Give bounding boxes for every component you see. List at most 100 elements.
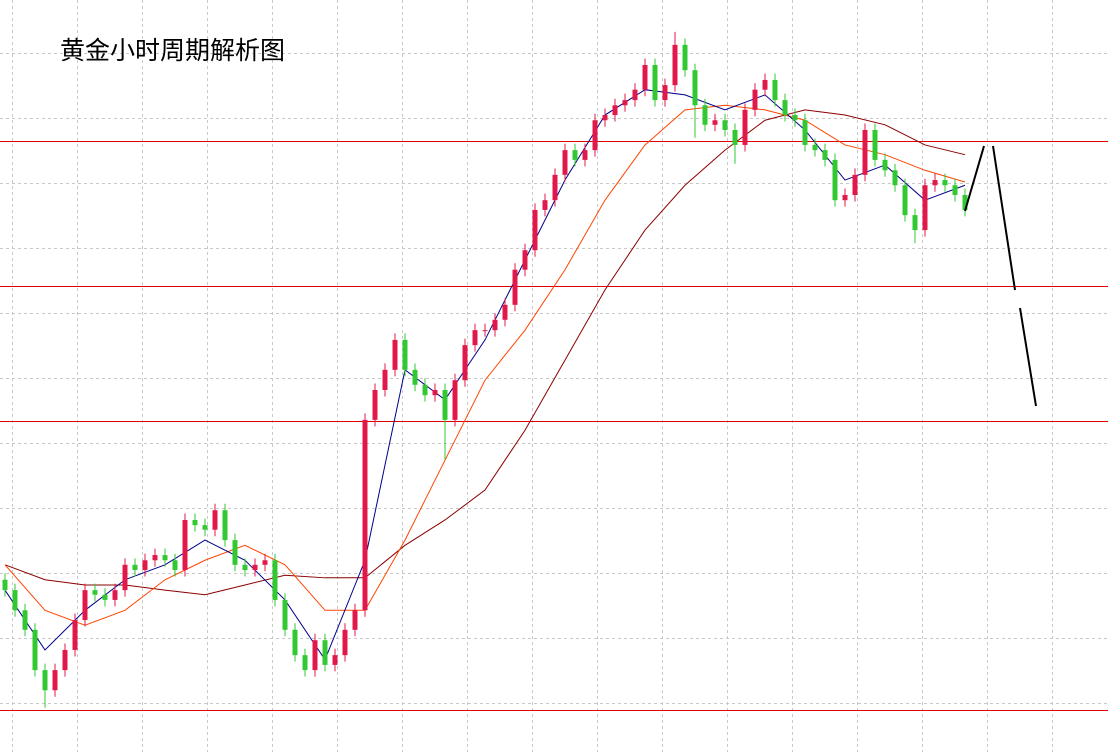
candle-body [782, 100, 788, 116]
candle-body [582, 150, 588, 160]
candle-body [322, 640, 328, 665]
candle-body [522, 250, 528, 270]
candle-body [872, 129, 878, 160]
candle-body [182, 519, 188, 571]
candle-body [852, 174, 858, 195]
candle-body [942, 180, 948, 186]
projection-line [964, 145, 985, 212]
candle-body [812, 144, 818, 151]
candle-body [52, 670, 58, 691]
candle-body [572, 150, 578, 160]
candle-body [832, 159, 838, 201]
candle-body [762, 79, 768, 90]
projection-line [1019, 307, 1037, 407]
candle-body [842, 194, 848, 201]
candle-body [862, 129, 868, 175]
candle-body [962, 194, 968, 210]
candle-body [32, 629, 38, 671]
candle-body [152, 555, 158, 561]
candle-body [332, 655, 338, 665]
candle-body [552, 174, 558, 201]
candle-body [602, 115, 608, 121]
candle-body [22, 610, 28, 630]
candle-body [752, 89, 758, 110]
candle-body [662, 85, 668, 101]
candle-body [142, 560, 148, 571]
candle-body [302, 655, 308, 671]
candle-body [622, 100, 628, 106]
candle-body [692, 70, 698, 106]
candle-body [92, 590, 98, 595]
candle-body [792, 115, 798, 121]
candle-body [502, 304, 508, 320]
candle-body [362, 419, 368, 611]
candle-body [672, 44, 678, 86]
moving-average [4, 89, 966, 661]
candle-body [702, 105, 708, 125]
candle-body [462, 345, 468, 381]
candle-body [682, 44, 688, 71]
candle-body [922, 185, 928, 231]
candle-body [222, 510, 228, 541]
candle-body [562, 150, 568, 175]
candle-body [772, 79, 778, 101]
candle-body [312, 640, 318, 671]
candle-body [62, 649, 68, 671]
candle-body [2, 579, 8, 591]
candle-body [252, 564, 258, 571]
candle-body [612, 105, 618, 116]
candle-body [652, 64, 658, 101]
candle-body [242, 564, 248, 571]
candle-body [632, 89, 638, 101]
levels [0, 141, 1108, 711]
candle-body [72, 620, 78, 650]
candle-body [382, 369, 388, 390]
candle-body [722, 120, 728, 130]
candle-body [132, 564, 138, 571]
candle-body [372, 389, 378, 420]
candle-body [822, 150, 828, 160]
candle-body [512, 269, 518, 305]
candle-body [232, 540, 238, 565]
candle-body [532, 209, 538, 251]
candle-body [402, 339, 408, 370]
candle-body [272, 560, 278, 600]
candle-body [932, 180, 938, 186]
candle-body [802, 120, 808, 145]
candle-body [282, 599, 288, 630]
moving-average [4, 104, 966, 626]
candle-body [172, 560, 178, 571]
candle-body [912, 215, 918, 231]
candle-body [432, 389, 438, 396]
candle-body [712, 120, 718, 125]
candle-body [892, 170, 898, 186]
projection [964, 145, 1037, 407]
candle-body [452, 380, 458, 420]
projection-line [992, 145, 1016, 291]
candle-body [262, 560, 268, 565]
candle-body [642, 64, 648, 90]
candle-body [102, 594, 108, 600]
candle-body [732, 129, 738, 145]
candle-body [742, 109, 748, 145]
candle-body [292, 629, 298, 656]
candle-body [952, 185, 958, 195]
candle-body [882, 159, 888, 171]
candle-body [162, 555, 168, 561]
moving-averages [4, 89, 966, 661]
candle-body [352, 610, 358, 630]
candle-body [202, 525, 208, 530]
candle-body [902, 185, 908, 216]
candle-body [472, 330, 478, 346]
candle-body [122, 564, 128, 591]
candle-body [482, 330, 488, 332]
chart-title: 黄金小时周期解析图 [60, 36, 285, 65]
candle-body [212, 510, 218, 530]
candle-body [592, 120, 598, 151]
candle-body [542, 200, 548, 210]
candle-body [112, 590, 118, 600]
candle-body [342, 629, 348, 656]
